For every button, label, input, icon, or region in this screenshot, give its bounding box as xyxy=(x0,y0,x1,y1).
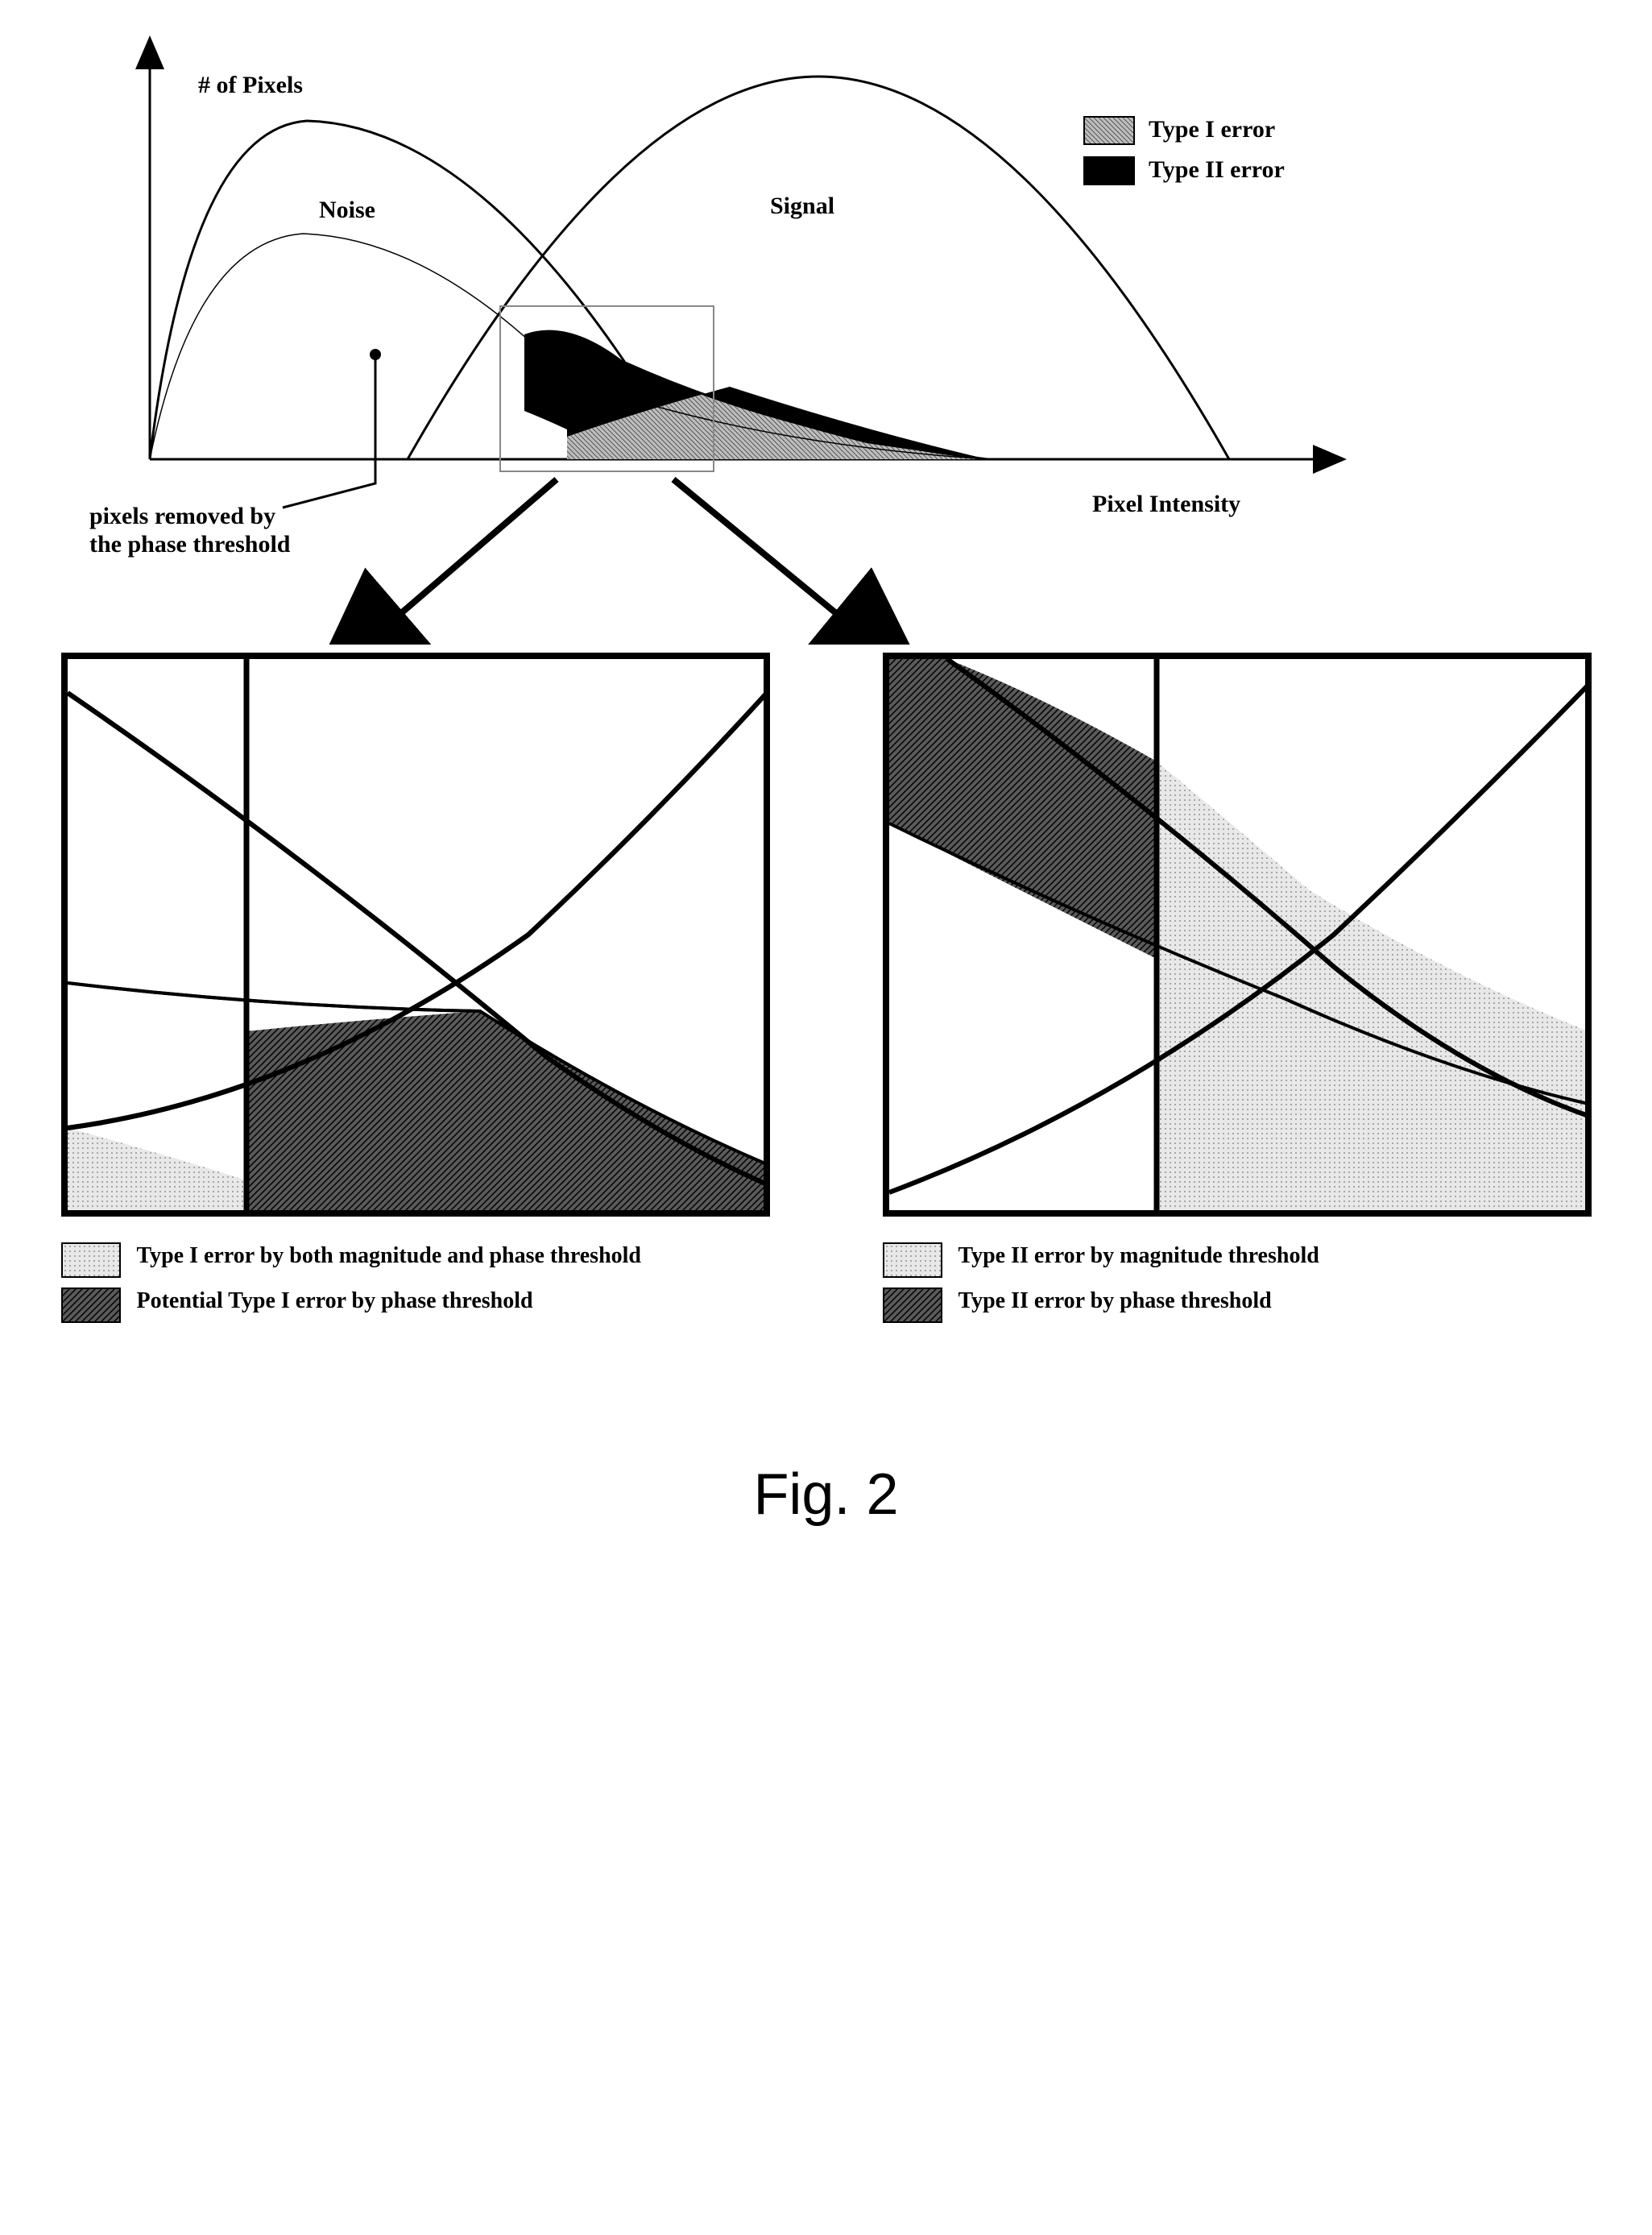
zoom-arrow-left xyxy=(383,479,557,628)
legend-left-1: Type I error by both magnitude and phase… xyxy=(137,1242,642,1270)
legend-swatch-type2 xyxy=(1084,157,1134,185)
legend-left-2: Potential Type I error by phase threshol… xyxy=(137,1288,533,1315)
bottom-right-panel xyxy=(883,653,1592,1217)
swatch-left-2 xyxy=(61,1288,121,1323)
annotation-line1: pixels removed by xyxy=(89,503,275,529)
swatch-right-2 xyxy=(883,1288,942,1323)
swatch-left-1 xyxy=(61,1242,121,1278)
annotation-line2: the phase threshold xyxy=(89,531,291,558)
bottom-left-panel xyxy=(61,653,770,1217)
bottom-right-legend: Type II error by magnitude threshold Typ… xyxy=(883,1233,1592,1333)
y-axis-label: # of Pixels xyxy=(198,72,303,98)
legend-right-2: Type II error by phase threshold xyxy=(958,1288,1272,1315)
signal-label: Signal xyxy=(770,193,834,219)
noise-label: Noise xyxy=(319,197,375,223)
legend-label-type2: Type II error xyxy=(1149,156,1285,183)
swatch-right-1 xyxy=(883,1242,942,1278)
top-distribution-chart: # of Pixels Pixel Intensity Noise Signal… xyxy=(61,32,1430,645)
legend-label-type1: Type I error xyxy=(1149,116,1275,143)
bottom-left-legend: Type I error by both magnitude and phase… xyxy=(61,1233,770,1333)
x-axis-label: Pixel Intensity xyxy=(1092,491,1240,517)
zoom-arrow-right xyxy=(673,479,855,628)
figure-label: Fig. 2 xyxy=(61,1462,1592,1528)
legend-right-1: Type II error by magnitude threshold xyxy=(958,1242,1319,1270)
legend-swatch-type1 xyxy=(1084,117,1134,144)
annotation-leader xyxy=(283,355,375,508)
